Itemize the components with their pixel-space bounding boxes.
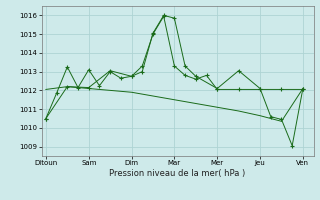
X-axis label: Pression niveau de la mer( hPa ): Pression niveau de la mer( hPa ) (109, 169, 246, 178)
